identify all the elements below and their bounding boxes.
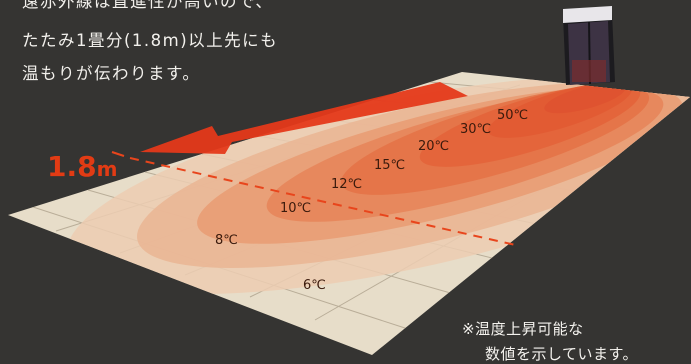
heat-zone-50 [544,82,626,114]
temp-label-10: 10℃ [280,201,311,216]
temp-label-15: 15℃ [374,158,405,173]
distance-value: 1.8 [47,150,97,183]
intro-line-1: 遠赤外線は直進性が高いので、 [22,0,274,11]
footnote-line-2: 数値を示しています。 [485,345,639,363]
heater-unit [563,6,615,85]
footnote-line-1: ※温度上昇可能な [462,320,584,338]
distance-arrow [140,82,468,154]
temp-label-30: 30℃ [460,122,491,137]
intro-line-2: たたみ1畳分(1.8m)以上先にも [22,31,279,50]
temp-label-20: 20℃ [418,139,449,154]
distance-boundary-line [129,157,521,247]
temp-label-6: 6℃ [303,278,326,293]
heat-zones [66,75,690,295]
temp-label-12: 12℃ [331,177,362,192]
distance-label: 1.8m [47,150,117,183]
intro-line-3: 温もりが伝わります。 [22,64,201,83]
temp-label-8: 8℃ [215,233,238,248]
temp-label-50: 50℃ [497,108,528,123]
distance-unit: m [97,157,118,181]
